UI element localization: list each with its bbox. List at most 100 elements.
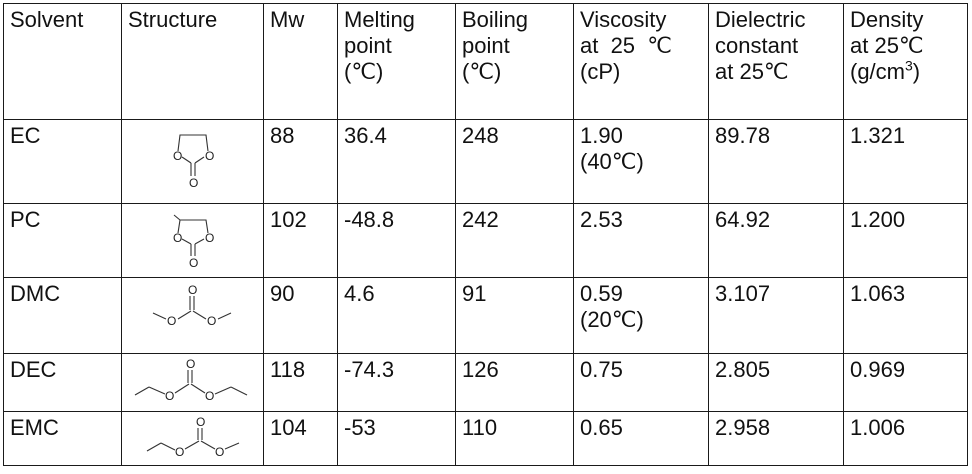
- header-boiling-line-2: point: [462, 32, 510, 58]
- melting-cell: 4.6: [337, 277, 456, 354]
- solvent-properties-table: Solvent Structure Mw Melting point (℃) B…: [3, 3, 968, 466]
- structure-atom-label: O: [173, 231, 182, 245]
- mw-cell: 104: [263, 411, 338, 466]
- table-row: EC O O O 88 36.4 248 1.90 (40℃): [3, 119, 968, 204]
- mw-cell: 90: [263, 277, 338, 354]
- dielectric-cell: 3.107: [708, 277, 844, 354]
- header-density-line-2: at 25℃: [850, 32, 924, 58]
- header-dielectric-constant: Dielectric constant at 25℃: [708, 3, 844, 120]
- dimethyl-carbonate-structure-icon: O O O: [152, 283, 232, 328]
- density-cell: 1.200: [843, 203, 968, 278]
- header-viscosity-line-1: Viscosity: [580, 7, 667, 32]
- header-solvent: Solvent: [3, 3, 122, 120]
- header-mw: Mw: [263, 3, 338, 120]
- header-solvent-line: Solvent: [10, 7, 84, 32]
- header-density-line-1: Density: [850, 7, 924, 32]
- dielectric-cell: 64.92: [708, 203, 844, 278]
- melting-cell: -48.8: [337, 203, 456, 278]
- header-density-unit-post: ): [912, 58, 921, 84]
- header-density-unit: (g/cm3): [850, 59, 962, 85]
- boiling-cell: 91: [455, 277, 574, 354]
- mw-cell: 102: [263, 203, 338, 278]
- density-cell: 1.006: [843, 411, 968, 466]
- mw-cell: 88: [263, 119, 338, 204]
- density-cell: 1.321: [843, 119, 968, 204]
- structure-atom-label: O: [186, 357, 195, 371]
- header-mw-line: Mw: [270, 7, 305, 32]
- structure-atom-label: O: [165, 389, 174, 403]
- header-boiling-line-3: (℃): [462, 58, 502, 84]
- structure-atom-label: O: [189, 176, 198, 189]
- solvent-cell: EC: [3, 119, 122, 204]
- header-dielectric-line-3: at 25℃: [715, 58, 789, 84]
- boiling-cell: 110: [455, 411, 574, 466]
- header-melting-line-3: (℃): [344, 58, 384, 84]
- structure-atom-label: O: [167, 314, 176, 328]
- header-density-unit-pre: (g/cm: [850, 58, 905, 84]
- boiling-cell: 248: [455, 119, 574, 204]
- structure-cell: O O O: [121, 353, 264, 412]
- density-cell: 1.063: [843, 277, 968, 354]
- ethyl-methyl-carbonate-structure-icon: O O O: [146, 415, 240, 459]
- structure-atom-label: O: [215, 445, 224, 459]
- solvent-cell: DEC: [3, 353, 122, 412]
- viscosity-value: 2.53: [580, 207, 623, 232]
- structure-atom-label: O: [173, 149, 182, 163]
- header-viscosity-line-2: at 25 ℃: [580, 32, 672, 58]
- mw-cell: 118: [263, 353, 338, 412]
- viscosity-value: 0.59: [580, 281, 623, 306]
- dielectric-cell: 2.958: [708, 411, 844, 466]
- boiling-cell: 242: [455, 203, 574, 278]
- table-row: DEC O O O 118 -74.3 126: [3, 353, 968, 412]
- viscosity-cell: 0.75: [573, 353, 709, 412]
- structure-atom-label: O: [196, 415, 205, 429]
- structure-atom-label: O: [188, 283, 197, 297]
- viscosity-value: 1.90: [580, 123, 623, 148]
- structure-cell: O O O: [121, 411, 264, 466]
- header-melting-line-1: Melting: [344, 7, 415, 32]
- diethyl-carbonate-structure-icon: O O O: [134, 357, 248, 403]
- header-structure: Structure: [121, 3, 264, 120]
- density-cell: 0.969: [843, 353, 968, 412]
- melting-cell: -74.3: [337, 353, 456, 412]
- melting-cell: -53: [337, 411, 456, 466]
- solvent-cell: EMC: [3, 411, 122, 466]
- header-density: Density at 25℃ (g/cm3): [843, 3, 968, 120]
- structure-cell: O O O: [121, 203, 264, 278]
- table-row: DMC O O O 90 4.6 91 0.59 (20℃): [3, 277, 968, 354]
- structure-atom-label: O: [205, 231, 214, 245]
- ethylene-carbonate-structure-icon: O O O: [173, 134, 214, 189]
- header-boiling-line-1: Boiling: [462, 7, 529, 32]
- boiling-cell: 126: [455, 353, 574, 412]
- structure-cell: O O O: [121, 119, 264, 204]
- structure-atom-label: O: [205, 389, 214, 403]
- header-structure-line: Structure: [128, 7, 218, 32]
- viscosity-cell: 0.65: [573, 411, 709, 466]
- header-viscosity: Viscosity at 25 ℃ (cP): [573, 3, 709, 120]
- header-boiling-point: Boiling point (℃): [455, 3, 574, 120]
- solvent-cell: DMC: [3, 277, 122, 354]
- table-row: EMC O O O 104 -53 110 0.65: [3, 411, 968, 466]
- header-row: Solvent Structure Mw Melting point (℃) B…: [3, 3, 968, 120]
- viscosity-cell: 2.53: [573, 203, 709, 278]
- viscosity-cell: 1.90 (40℃): [573, 119, 709, 204]
- dielectric-cell: 2.805: [708, 353, 844, 412]
- dielectric-cell: 89.78: [708, 119, 844, 204]
- viscosity-condition: (20℃): [580, 306, 644, 332]
- viscosity-cell: 0.59 (20℃): [573, 277, 709, 354]
- structure-atom-label: O: [189, 256, 198, 269]
- solvent-cell: PC: [3, 203, 122, 278]
- melting-cell: 36.4: [337, 119, 456, 204]
- header-dielectric-line-2: constant: [715, 32, 799, 58]
- viscosity-value: 0.65: [580, 415, 623, 440]
- header-viscosity-line-3: (cP): [580, 58, 621, 84]
- header-dielectric-line-1: Dielectric: [715, 7, 806, 32]
- structure-atom-label: O: [207, 314, 216, 328]
- viscosity-value: 0.75: [580, 357, 623, 382]
- table-row: PC O O O 102 -48.8 242 2.53: [3, 203, 968, 278]
- header-density-unit-sup: 3: [905, 57, 913, 74]
- structure-cell: O O O: [121, 277, 264, 354]
- viscosity-condition: (40℃): [580, 148, 644, 174]
- header-melting-point: Melting point (℃): [337, 3, 456, 120]
- propylene-carbonate-structure-icon: O O O: [173, 214, 214, 269]
